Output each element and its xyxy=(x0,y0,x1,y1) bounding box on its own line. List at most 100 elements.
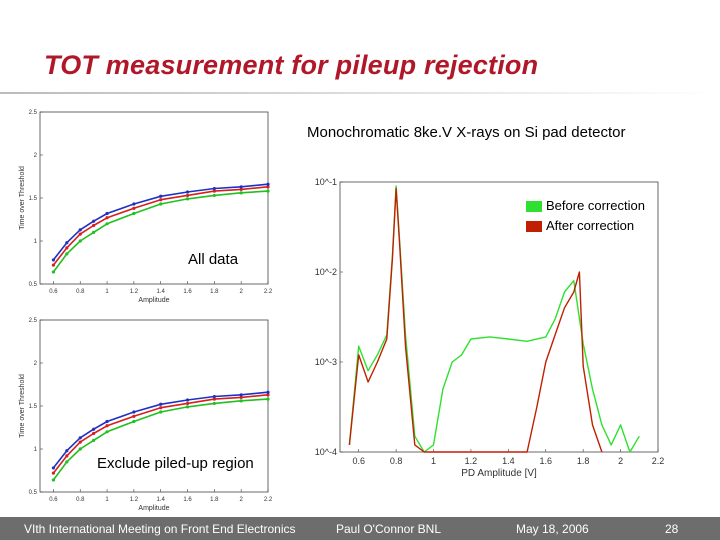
data-point xyxy=(51,258,56,262)
data-point xyxy=(212,189,216,193)
data-point xyxy=(159,202,163,206)
x-tick-label: 2.2 xyxy=(652,456,665,466)
data-point xyxy=(239,191,243,195)
data-point xyxy=(185,398,190,402)
x-tick-label: 0.8 xyxy=(390,456,403,466)
data-point xyxy=(132,206,136,210)
data-point xyxy=(212,186,216,191)
data-point xyxy=(65,252,69,256)
data-point xyxy=(132,414,136,418)
data-point xyxy=(185,197,190,201)
y-tick-label: 10^-2 xyxy=(315,267,337,277)
data-point xyxy=(92,438,96,442)
data-point xyxy=(92,427,96,431)
y-axis-label: Time over Threshold xyxy=(19,374,26,438)
x-tick-label: 1.8 xyxy=(577,456,590,466)
x-tick-label: 1.6 xyxy=(183,497,192,503)
data-point xyxy=(212,394,216,399)
data-point xyxy=(105,222,109,226)
data-point xyxy=(212,401,216,406)
y-tick-label: 2 xyxy=(34,361,38,367)
data-point xyxy=(266,393,270,397)
y-tick-label: 0.5 xyxy=(29,282,38,288)
x-axis-label: PD Amplitude [V] xyxy=(461,468,537,479)
data-point xyxy=(159,402,163,406)
footer-author: Paul O'Connor BNL xyxy=(336,522,442,536)
y-tick-label: 1.5 xyxy=(29,404,38,410)
footer-page: 28 xyxy=(665,522,679,536)
y-tick-label: 1 xyxy=(34,447,38,453)
data-point xyxy=(51,466,56,470)
x-tick-label: 2 xyxy=(240,497,244,503)
data-point xyxy=(212,193,216,198)
x-tick-label: 1 xyxy=(105,289,109,295)
data-point xyxy=(159,406,163,410)
data-point xyxy=(65,246,69,250)
x-tick-label: 0.6 xyxy=(352,456,365,466)
data-point xyxy=(65,449,69,453)
y-axis-label: Time over Threshold xyxy=(19,166,26,230)
x-tick-label: 2.2 xyxy=(264,289,273,295)
data-point xyxy=(159,198,163,202)
data-point xyxy=(132,410,136,414)
data-point xyxy=(92,219,96,223)
y-tick-label: 10^-4 xyxy=(315,447,337,457)
x-tick-label: 1.6 xyxy=(540,456,553,466)
data-point xyxy=(65,454,69,458)
data-point xyxy=(185,190,190,194)
legend-swatch-0 xyxy=(526,201,542,212)
data-point xyxy=(159,410,163,414)
plot-frame xyxy=(339,181,659,453)
data-point xyxy=(239,399,243,403)
x-tick-label: 1.2 xyxy=(130,497,139,503)
x-tick-label: 0.6 xyxy=(49,497,58,503)
x-tick-label: 2 xyxy=(618,456,623,466)
data-point xyxy=(266,189,270,193)
data-point xyxy=(105,430,109,434)
chart-spectrum: 0.6 0.8 1 1.2 1.4 1.6 1.8 2 2.2 10^-1 10^-2 10^-3 10… xyxy=(315,177,665,479)
data-point xyxy=(65,241,69,245)
data-point xyxy=(105,424,109,428)
data-point xyxy=(51,478,56,482)
data-point xyxy=(78,228,82,232)
x-tick-label: 1 xyxy=(105,497,109,503)
x-tick-label: 1.4 xyxy=(502,456,515,466)
data-point xyxy=(212,397,216,401)
legend-swatch-1 xyxy=(526,221,542,232)
data-point xyxy=(185,405,190,409)
y-tick-label: 2.5 xyxy=(29,110,38,116)
y-tick-label: 1.5 xyxy=(29,196,38,202)
data-point xyxy=(51,263,56,267)
data-point xyxy=(132,202,136,206)
y-tick-label: 1 xyxy=(34,239,38,245)
data-point xyxy=(92,431,96,436)
data-point xyxy=(239,395,243,399)
x-tick-label: 1.4 xyxy=(157,497,166,503)
data-point xyxy=(132,211,136,216)
data-point xyxy=(105,211,109,216)
y-tick-label: 0.5 xyxy=(29,490,38,496)
y-tick-label: 10^-3 xyxy=(315,357,337,367)
slide-title: TOT measurement for pileup rejection xyxy=(44,50,539,80)
data-point xyxy=(92,230,96,234)
x-axis-label: Amplitude xyxy=(138,297,169,304)
data-point xyxy=(92,223,96,228)
chart-tot-excluded: 0.6 0.8 1 1.2 1.4 1.6 1.8 2 2.2 0.5 1 1.5 2 2.5 Amplit… xyxy=(19,318,273,512)
x-tick-label: 1.8 xyxy=(210,289,219,295)
footer-meeting: VIth International Meeting on Front End … xyxy=(24,522,296,536)
x-tick-label: 1.8 xyxy=(210,497,219,503)
y-tick-label: 2.5 xyxy=(29,318,38,324)
x-tick-label: 0.8 xyxy=(76,497,85,503)
footer-date: May 18, 2006 xyxy=(516,522,589,536)
label-exclude-piled-up: Exclude piled-up region xyxy=(97,455,254,472)
label-all-data: All data xyxy=(188,251,239,268)
data-point xyxy=(266,182,270,186)
x-tick-label: 0.6 xyxy=(49,289,58,295)
data-point xyxy=(105,419,109,424)
data-point xyxy=(239,187,243,191)
x-tick-label: 2 xyxy=(240,289,244,295)
data-point xyxy=(185,401,190,406)
x-tick-label: 1 xyxy=(431,456,436,466)
y-tick-label: 10^-1 xyxy=(315,177,337,187)
data-point xyxy=(78,239,82,243)
